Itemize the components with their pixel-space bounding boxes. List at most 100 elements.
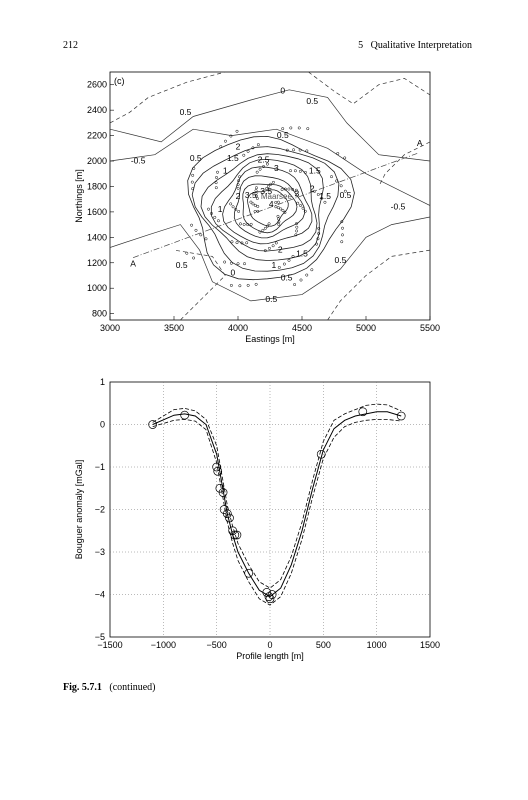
contour-annotation: 0.5 <box>180 107 192 117</box>
station-point <box>276 200 280 204</box>
panel-label: (c) <box>114 76 125 86</box>
station-point <box>229 261 233 265</box>
station-point <box>242 153 246 157</box>
x-tick-label: 4500 <box>292 323 312 333</box>
station-point <box>313 189 316 193</box>
station-point <box>243 262 246 266</box>
x-tick-label: −1500 <box>97 640 122 650</box>
station-point <box>229 283 233 287</box>
y-tick-label: 1800 <box>87 181 107 191</box>
dashed-contour-line <box>308 72 430 105</box>
station-point <box>271 244 275 248</box>
contour-annotation: A <box>130 259 136 269</box>
station-point <box>292 148 296 152</box>
station-point <box>238 175 242 179</box>
station-point <box>282 262 286 266</box>
station-point <box>265 162 269 166</box>
station-point <box>258 230 262 234</box>
observation-point <box>222 509 232 519</box>
station-point <box>306 127 310 131</box>
contour-line <box>200 153 324 261</box>
station-point <box>299 204 302 207</box>
contour-annotation: 1.5 <box>319 191 331 201</box>
observation-point <box>264 592 274 601</box>
station-point <box>256 204 260 208</box>
station-point <box>199 233 203 237</box>
observation-point <box>148 420 158 429</box>
uncertainty-curve <box>152 418 402 606</box>
station-point <box>255 194 258 198</box>
station-point <box>283 187 287 191</box>
figure-caption: Fig. 5.7.1 (continued) <box>63 682 155 693</box>
x-tick-label: 500 <box>316 640 331 650</box>
x-tick-label: 1500 <box>420 640 440 650</box>
caption-text: (continued) <box>109 682 156 693</box>
station-point <box>253 203 257 207</box>
observation-point <box>213 466 223 476</box>
y-tick-label: 0 <box>100 420 105 430</box>
station-point <box>191 173 195 177</box>
contour-annotation: 0.5 <box>265 294 277 304</box>
station-point <box>315 242 319 246</box>
contour-annotation: 1.5 <box>227 153 239 163</box>
contour-line <box>110 89 430 162</box>
station-point <box>265 187 269 191</box>
profile-chart-figure: −1500 −1000 −500 0 500 1000 1500 −5 −4 −3 −2 −1 0 1 Pr… <box>74 377 440 661</box>
observation-point <box>396 411 406 421</box>
station-point <box>256 143 260 147</box>
y-tick-label: 1600 <box>87 207 107 217</box>
y-tick-label: 2200 <box>87 131 107 141</box>
contour-line <box>191 146 340 272</box>
station-point <box>255 186 258 190</box>
contour-annotation: 2 <box>310 184 315 194</box>
x-tick-label: 5000 <box>356 323 376 333</box>
y-tick-label: −5 <box>95 632 105 642</box>
station-point <box>214 186 218 190</box>
contour-annotation: 0.5 <box>277 130 289 140</box>
station-point <box>190 223 194 227</box>
observation-point <box>180 410 190 420</box>
station-point <box>323 200 327 204</box>
station-point <box>277 265 281 269</box>
station-point <box>304 171 307 174</box>
station-point <box>299 278 303 282</box>
station-point <box>255 197 259 200</box>
contour-line <box>233 175 306 239</box>
contour-line <box>222 166 313 245</box>
contour-annotation: A <box>417 138 423 148</box>
contour-annotation: 1 <box>271 260 276 270</box>
station-point <box>236 183 240 187</box>
station-point <box>263 249 267 253</box>
station-point <box>254 191 258 195</box>
y-tick-label: 2000 <box>87 156 107 166</box>
contour-annotation: Maarsee <box>261 192 293 201</box>
station-point <box>341 226 344 230</box>
station-point <box>298 148 302 152</box>
y-tick-label: 800 <box>92 309 107 319</box>
contour-map-figure: 3000 3500 4000 4500 5000 55008001000120014001… <box>74 71 440 344</box>
station-point <box>277 217 281 221</box>
station-point <box>285 148 289 152</box>
station-point <box>296 201 300 205</box>
station-point <box>303 209 307 213</box>
y-tick-label: −4 <box>95 590 105 600</box>
station-point <box>249 222 253 226</box>
contour-annotation: 3 <box>274 163 279 173</box>
station-point <box>238 284 242 288</box>
contour-annotation: 4 <box>269 199 274 209</box>
contour-annotation: 0.5 <box>340 190 352 200</box>
station-point <box>246 223 250 227</box>
contour-annotation: 0.5 <box>281 273 293 283</box>
contour-annotation: 2 <box>278 245 283 255</box>
station-point <box>294 188 298 192</box>
station-point <box>317 226 321 230</box>
station-point <box>343 156 347 160</box>
y-tick-label: 2600 <box>87 80 107 90</box>
contour-annotation: 3.5 <box>245 190 257 200</box>
contour-annotation: 3.5 <box>260 186 272 196</box>
observation-point <box>316 449 326 459</box>
y-tick-label: 2400 <box>87 105 107 115</box>
y-tick-label: −1 <box>95 462 105 472</box>
station-point <box>340 220 344 224</box>
contour-annotation: 1 <box>223 166 228 176</box>
